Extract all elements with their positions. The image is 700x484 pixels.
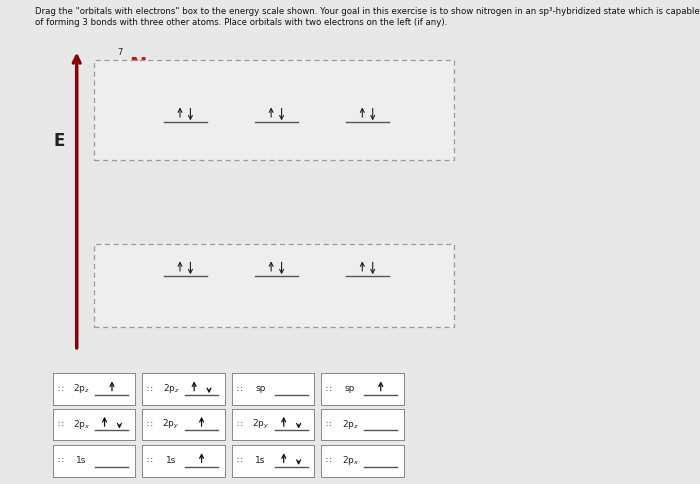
Text: ∷: ∷ — [147, 384, 153, 393]
Text: ∷: ∷ — [326, 419, 332, 428]
Text: E: E — [54, 132, 65, 150]
Bar — [94, 60, 454, 161]
Text: sp: sp — [345, 384, 356, 393]
Text: 1s: 1s — [256, 455, 266, 464]
Text: ∷: ∷ — [147, 419, 153, 428]
Text: 2p$_z$: 2p$_z$ — [73, 381, 90, 394]
Text: 2p$_y$: 2p$_y$ — [252, 417, 270, 430]
Bar — [94, 244, 454, 328]
Text: of forming 3 bonds with three other atoms. Place orbitals with two electrons on : of forming 3 bonds with three other atom… — [35, 18, 447, 27]
Text: 2p$_z$: 2p$_z$ — [342, 417, 358, 430]
Text: ∷: ∷ — [237, 455, 242, 464]
Text: 1s: 1s — [76, 455, 87, 464]
Text: 1s: 1s — [166, 455, 176, 464]
Text: 2p$_x$: 2p$_x$ — [342, 453, 359, 466]
Text: N: N — [130, 57, 147, 77]
Text: ∷: ∷ — [147, 455, 153, 464]
Text: sp: sp — [256, 384, 266, 393]
Text: Drag the "orbitals with electrons" box to the energy scale shown. Your goal in t: Drag the "orbitals with electrons" box t… — [35, 7, 700, 16]
Text: ∷: ∷ — [326, 384, 332, 393]
Text: 7: 7 — [118, 48, 122, 57]
Text: 2p$_x$: 2p$_x$ — [73, 417, 90, 430]
Text: 2p$_y$: 2p$_y$ — [162, 417, 180, 430]
Text: ∷: ∷ — [237, 384, 242, 393]
Text: 14.007: 14.007 — [122, 82, 154, 91]
Text: ∷: ∷ — [237, 419, 242, 428]
Text: ∷: ∷ — [57, 455, 63, 464]
Text: 2p$_z$: 2p$_z$ — [162, 381, 179, 394]
Text: ∷: ∷ — [57, 419, 63, 428]
Text: ∷: ∷ — [326, 455, 332, 464]
Text: ∷: ∷ — [57, 384, 63, 393]
